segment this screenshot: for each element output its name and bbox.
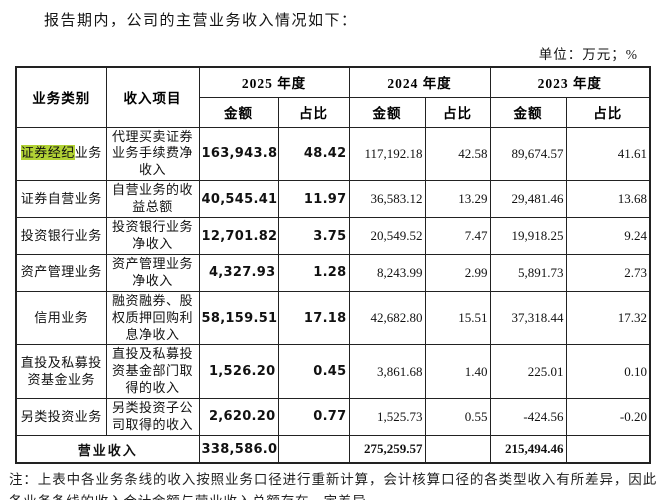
total-row: 营业收入 338,586.00 275,259.57 215,494.46 (15, 434, 651, 464)
amount-2025-cell: 4,327.93 (198, 253, 279, 292)
amount-2023-cell: 225.01 (489, 344, 567, 400)
amount-2024-cell: 1,525.73 (348, 398, 426, 436)
amount-2024-cell: 20,549.52 (348, 217, 426, 255)
ratio-2024-cell: 15.51 (424, 290, 491, 346)
table-row: 资产管理业务 资产管理业务净收入 4,327.93 1.28 8,243.99 … (15, 253, 651, 292)
income-item-cell: 资产管理业务净收入 (105, 253, 200, 292)
header-year-2024: 2024 年度 (348, 66, 491, 98)
ratio-2024-cell: 42.58 (424, 126, 491, 182)
income-item-cell: 代理买卖证券业务手续费净收入 (105, 126, 200, 182)
ratio-2025-cell: 17.18 (277, 290, 350, 346)
amount-2025-cell: 58,159.51 (198, 290, 279, 346)
business-type-cell: 证券自营业务 (15, 180, 107, 219)
ratio-2025-cell: 0.77 (277, 398, 350, 436)
ratio-2025-cell: 48.42 (277, 126, 350, 182)
amount-2023-cell: -424.56 (489, 398, 567, 436)
ratio-2025-cell: 3.75 (277, 217, 350, 255)
amount-2025-cell: 12,701.82 (198, 217, 279, 255)
table-row: 另类投资业务 另类投资子公司取得的收入 2,620.20 0.77 1,525.… (15, 398, 651, 436)
total-ratio-2025-cell (277, 434, 350, 464)
header-year-2023: 2023 年度 (489, 66, 651, 98)
income-item-cell: 融资融券、股权质押回购利息净收入 (105, 290, 200, 346)
total-label-cell: 营业收入 (15, 434, 200, 464)
header-amount-2025: 金额 (198, 96, 279, 128)
header-amount-2024: 金额 (348, 96, 426, 128)
header-income-item: 收入项目 (105, 66, 200, 128)
business-type-cell: 直投及私募投资基金业务 (15, 344, 107, 400)
income-item-cell: 直投及私募投资基金部门取得的收入 (105, 344, 200, 400)
ratio-2024-cell: 0.55 (424, 398, 491, 436)
ratio-2023-cell: 13.68 (565, 180, 651, 219)
ratio-2023-cell: 17.32 (565, 290, 651, 346)
footnote: 注：上表中各业务条线的收入按照业务口径进行重新计算，会计核算口径的各类型收入有所… (9, 472, 657, 500)
table-row: 信用业务 融资融券、股权质押回购利息净收入 58,159.51 17.18 42… (15, 290, 651, 346)
unit-label: 单位：万元；% (538, 47, 638, 62)
header-amount-2023: 金额 (489, 96, 567, 128)
table-row: 直投及私募投资基金业务 直投及私募投资基金部门取得的收入 1,526.20 0.… (15, 344, 651, 400)
ratio-2024-cell: 13.29 (424, 180, 491, 219)
ratio-2023-cell: 0.10 (565, 344, 651, 400)
ratio-2023-cell: 9.24 (565, 217, 651, 255)
amount-2025-cell: 163,943.89 (198, 126, 279, 182)
amount-2023-cell: 37,318.44 (489, 290, 567, 346)
header-ratio-2023: 占比 (565, 96, 651, 128)
table-row: 证券自营业务 自营业务的收益总额 40,545.41 11.97 36,583.… (15, 180, 651, 219)
ratio-2023-cell: 2.73 (565, 253, 651, 292)
income-item-cell: 另类投资子公司取得的收入 (105, 398, 200, 436)
ratio-2024-cell: 7.47 (424, 217, 491, 255)
amount-2023-cell: 89,674.57 (489, 126, 567, 182)
header-ratio-2024: 占比 (424, 96, 491, 128)
ratio-2025-cell: 0.45 (277, 344, 350, 400)
amount-2025-cell: 1,526.20 (198, 344, 279, 400)
business-type-cell: 另类投资业务 (15, 398, 107, 436)
amount-2023-cell: 19,918.25 (489, 217, 567, 255)
income-item-cell: 投资银行业务净收入 (105, 217, 200, 255)
total-amount-2025-cell: 338,586.00 (198, 434, 279, 464)
business-type-rest: 业务 (74, 145, 102, 161)
header-year-2025: 2025 年度 (198, 66, 350, 98)
ratio-2025-cell: 11.97 (277, 180, 350, 219)
amount-2024-cell: 117,192.18 (348, 126, 426, 182)
business-type-cell: 资产管理业务 (15, 253, 107, 292)
revenue-table: 业务类别 收入项目 2025 年度 2024 年度 2023 年度 金额 占比 … (15, 66, 651, 465)
total-ratio-2023-cell (565, 434, 651, 464)
amount-2025-cell: 2,620.20 (198, 398, 279, 436)
ratio-2024-cell: 1.40 (424, 344, 491, 400)
amount-2024-cell: 36,583.12 (348, 180, 426, 219)
table-row: 证券经纪业务 代理买卖证券业务手续费净收入 163,943.89 48.42 1… (15, 126, 651, 182)
amount-2023-cell: 5,891.73 (489, 253, 567, 292)
business-type-cell: 证券经纪业务 (15, 126, 107, 182)
highlighted-text: 证券经纪 (20, 145, 75, 161)
section-title: 报告期内，公司的主营业务收入情况如下： (44, 13, 358, 29)
table-row: 投资银行业务 投资银行业务净收入 12,701.82 3.75 20,549.5… (15, 217, 651, 255)
amount-2024-cell: 8,243.99 (348, 253, 426, 292)
header-ratio-2025: 占比 (277, 96, 350, 128)
ratio-2023-cell: -0.20 (565, 398, 651, 436)
total-amount-2024-cell: 275,259.57 (348, 434, 426, 464)
amount-2023-cell: 29,481.46 (489, 180, 567, 219)
amount-2024-cell: 42,682.80 (348, 290, 426, 346)
income-item-cell: 自营业务的收益总额 (105, 180, 200, 219)
ratio-2025-cell: 1.28 (277, 253, 350, 292)
amount-2024-cell: 3,861.68 (348, 344, 426, 400)
header-business-type: 业务类别 (15, 66, 107, 128)
total-ratio-2024-cell (424, 434, 491, 464)
amount-2025-cell: 40,545.41 (198, 180, 279, 219)
business-type-cell: 信用业务 (15, 290, 107, 346)
business-type-cell: 投资银行业务 (15, 217, 107, 255)
ratio-2023-cell: 41.61 (565, 126, 651, 182)
total-amount-2023-cell: 215,494.46 (489, 434, 567, 464)
ratio-2024-cell: 2.99 (424, 253, 491, 292)
